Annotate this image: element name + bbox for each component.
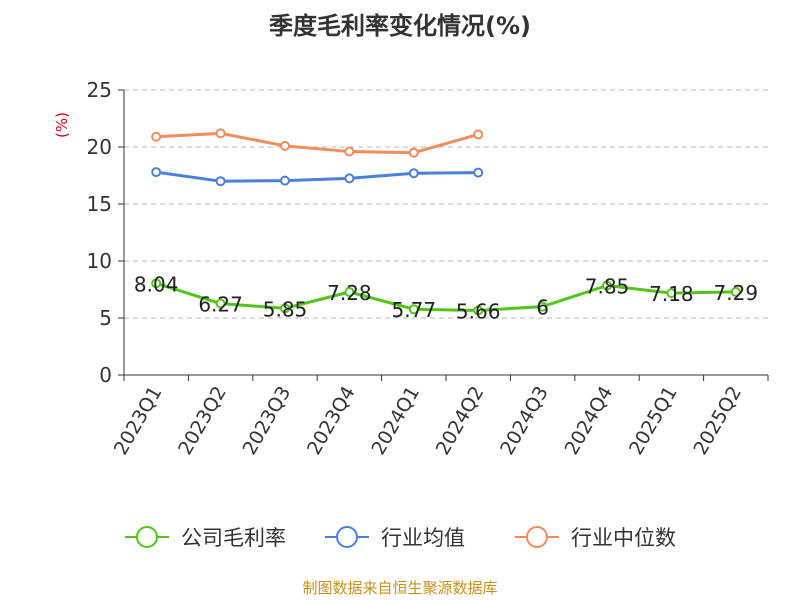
data-point-s0-0 bbox=[151, 278, 162, 289]
x-tick-label: 2024Q4 bbox=[561, 383, 618, 459]
data-point-s2-2 bbox=[280, 140, 290, 151]
data-point-s0-4 bbox=[408, 304, 419, 315]
x-tick-label: 2023Q1 bbox=[110, 383, 167, 459]
series-line-1 bbox=[155, 170, 479, 183]
series-lines bbox=[151, 128, 741, 316]
legend-item-0[interactable]: 公司毛利率 bbox=[125, 526, 286, 550]
data-point-s0-6 bbox=[537, 301, 548, 312]
x-tick-label: 2023Q2 bbox=[174, 383, 231, 459]
data-point-s2-0 bbox=[151, 131, 162, 142]
data-point-s0-5 bbox=[473, 305, 484, 316]
y-tick-label: 0 bbox=[99, 363, 112, 387]
legend-label: 公司毛利率 bbox=[181, 526, 286, 550]
data-point-s1-3 bbox=[344, 173, 355, 184]
y-tick-label: 5 bbox=[99, 306, 112, 330]
y-axis-unit-label: (%) bbox=[53, 112, 71, 138]
series-line-2 bbox=[156, 131, 479, 155]
data-point-s0-3 bbox=[344, 287, 355, 298]
x-tick-label: 2024Q1 bbox=[367, 383, 424, 459]
legend-marker bbox=[336, 526, 358, 548]
data-labels: 8.04 6.27 5.85 7.28 5.77 5.66 6 7.85 7.18 7.29 bbox=[134, 272, 758, 323]
data-point-s2-5 bbox=[473, 129, 484, 140]
legend-marker bbox=[136, 526, 158, 548]
data-point-s0-7 bbox=[602, 280, 612, 291]
y-tick-label: 25 bbox=[87, 78, 112, 102]
data-point-s1-1 bbox=[215, 176, 226, 187]
chart-title: 季度毛利率变化情况(%) bbox=[269, 12, 531, 40]
x-tick-label: 2025Q2 bbox=[689, 383, 746, 459]
data-point-s1-5 bbox=[473, 167, 484, 178]
data-label: 8.04 bbox=[134, 272, 179, 296]
legend-label: 行业中位数 bbox=[571, 526, 676, 550]
data-label: 7.18 bbox=[649, 282, 694, 306]
data-point-s0-2 bbox=[280, 303, 290, 314]
x-tick-label: 2023Q4 bbox=[303, 383, 360, 459]
data-label: 6.27 bbox=[198, 293, 243, 317]
x-tick-label: 2025Q1 bbox=[625, 383, 682, 459]
x-tick-label: 2024Q3 bbox=[496, 383, 553, 459]
data-point-s0-9 bbox=[730, 286, 741, 297]
data-label: 5.66 bbox=[456, 299, 501, 323]
legend-item-1[interactable]: 行业均值 bbox=[325, 526, 465, 550]
data-point-s2-3 bbox=[344, 146, 355, 157]
legend-item-2[interactable]: 行业中位数 bbox=[515, 526, 676, 550]
data-point-s0-1 bbox=[215, 298, 226, 309]
data-label: 5.85 bbox=[263, 297, 308, 321]
legend: 公司毛利率 行业均值 行业中位数 bbox=[125, 526, 676, 550]
data-label: 7.29 bbox=[714, 281, 759, 305]
data-point-s2-4 bbox=[408, 147, 419, 158]
data-point-s1-4 bbox=[408, 168, 419, 179]
data-label: 7.85 bbox=[585, 275, 630, 299]
data-point-s1-0 bbox=[151, 167, 162, 178]
data-label: 5.77 bbox=[392, 298, 437, 322]
data-point-s0-8 bbox=[666, 288, 677, 299]
legend-label: 行业均值 bbox=[381, 526, 465, 550]
x-tick-label: 2023Q3 bbox=[239, 383, 296, 459]
series-line-0 bbox=[155, 281, 736, 312]
data-label: 6 bbox=[536, 296, 549, 320]
y-tick-label: 15 bbox=[87, 192, 112, 216]
y-tick-label: 20 bbox=[87, 135, 112, 159]
data-label: 7.28 bbox=[327, 281, 372, 305]
legend-marker bbox=[526, 526, 548, 548]
source-note: 制图数据来自恒生聚源数据库 bbox=[302, 579, 497, 597]
data-point-s2-1 bbox=[215, 128, 226, 139]
data-point-s1-2 bbox=[280, 175, 290, 186]
x-tick-label: 2024Q2 bbox=[432, 383, 489, 459]
y-tick-label: 10 bbox=[87, 249, 112, 273]
